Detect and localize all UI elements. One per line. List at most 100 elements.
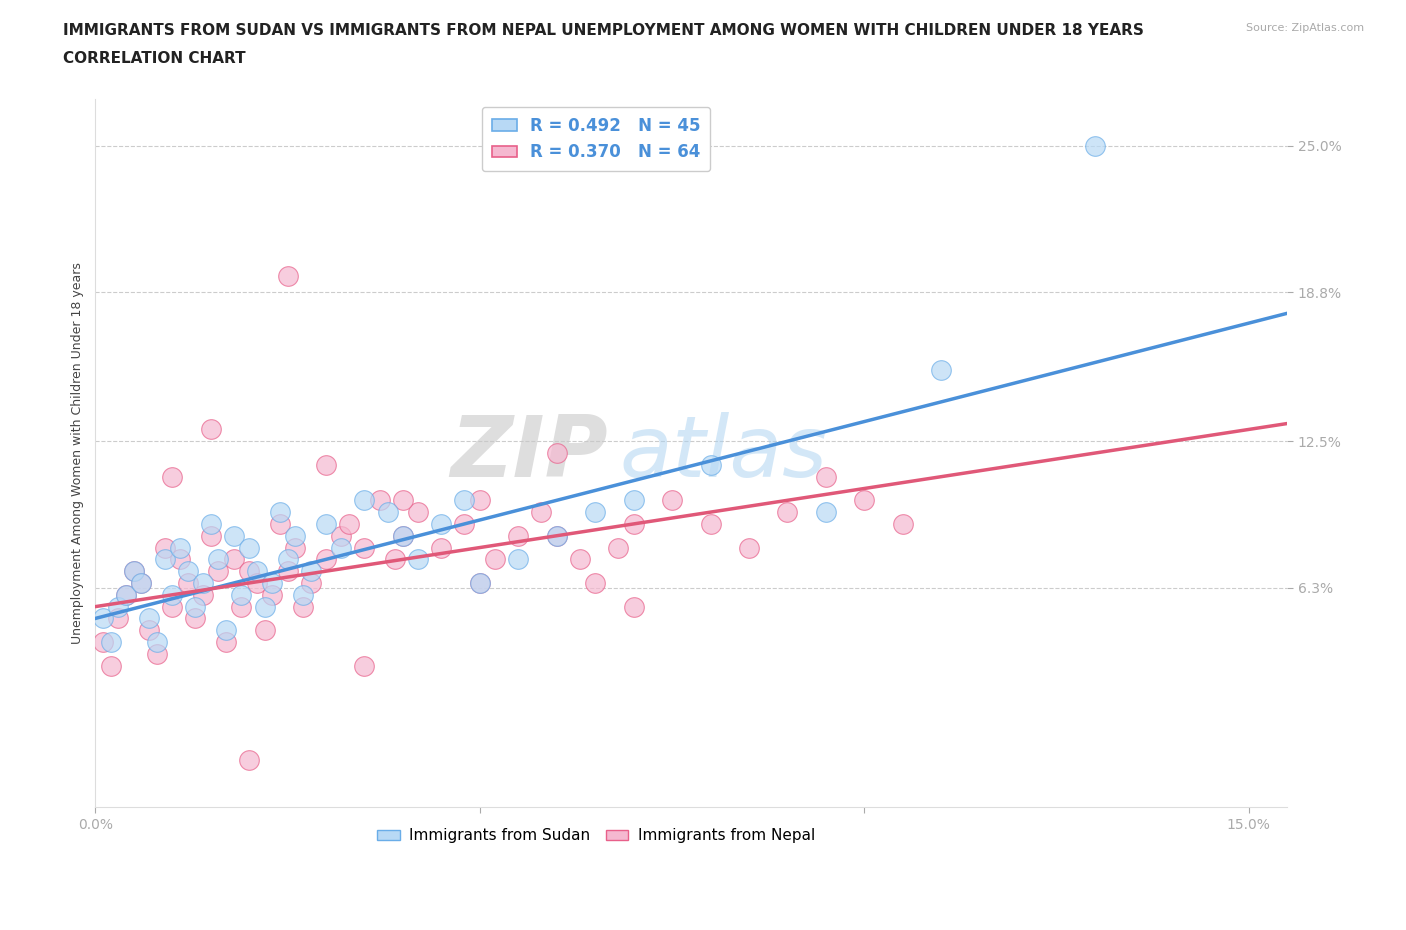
Point <box>284 528 307 543</box>
Point <box>353 493 375 508</box>
Point <box>284 540 307 555</box>
Point <box>330 540 353 555</box>
Text: ZIP: ZIP <box>450 412 607 495</box>
Point <box>291 599 314 614</box>
Point <box>269 516 291 531</box>
Point <box>162 470 184 485</box>
Point <box>408 551 430 566</box>
Point <box>368 493 391 508</box>
Point <box>122 564 145 578</box>
Point <box>200 528 222 543</box>
Point <box>215 623 238 638</box>
Point <box>238 540 260 555</box>
Point <box>453 493 475 508</box>
Point <box>238 564 260 578</box>
Point <box>269 505 291 520</box>
Point <box>169 551 191 566</box>
Point <box>222 528 245 543</box>
Point <box>215 634 238 649</box>
Point <box>253 623 276 638</box>
Point <box>191 576 214 591</box>
Point <box>484 551 506 566</box>
Text: IMMIGRANTS FROM SUDAN VS IMMIGRANTS FROM NEPAL UNEMPLOYMENT AMONG WOMEN WITH CHI: IMMIGRANTS FROM SUDAN VS IMMIGRANTS FROM… <box>63 23 1144 38</box>
Point <box>546 445 568 460</box>
Point <box>583 576 606 591</box>
Text: Source: ZipAtlas.com: Source: ZipAtlas.com <box>1246 23 1364 33</box>
Point <box>299 564 322 578</box>
Point <box>607 540 630 555</box>
Point <box>138 611 160 626</box>
Point <box>337 516 360 531</box>
Point <box>246 576 269 591</box>
Point <box>262 588 284 603</box>
Point <box>100 658 122 673</box>
Point <box>107 611 129 626</box>
Point <box>222 551 245 566</box>
Point <box>146 634 169 649</box>
Point <box>508 551 530 566</box>
Point <box>623 599 645 614</box>
Point <box>408 505 430 520</box>
Point <box>176 576 198 591</box>
Point <box>315 458 337 472</box>
Point <box>814 470 837 485</box>
Point <box>430 540 453 555</box>
Point <box>200 422 222 437</box>
Point <box>246 564 269 578</box>
Point <box>277 551 299 566</box>
Point <box>231 599 253 614</box>
Point <box>546 528 568 543</box>
Point <box>623 493 645 508</box>
Point <box>392 493 415 508</box>
Legend: Immigrants from Sudan, Immigrants from Nepal: Immigrants from Sudan, Immigrants from N… <box>371 822 821 849</box>
Point <box>200 516 222 531</box>
Point <box>392 528 415 543</box>
Point <box>929 363 952 378</box>
Point <box>91 611 114 626</box>
Point <box>115 588 138 603</box>
Point <box>138 623 160 638</box>
Point <box>153 551 176 566</box>
Point <box>207 551 229 566</box>
Point <box>153 540 176 555</box>
Text: atlas: atlas <box>620 412 828 495</box>
Point <box>1084 139 1107 153</box>
Point <box>738 540 761 555</box>
Point <box>699 458 721 472</box>
Point <box>353 540 375 555</box>
Point <box>315 551 337 566</box>
Point <box>699 516 721 531</box>
Point <box>162 599 184 614</box>
Point <box>107 599 129 614</box>
Point <box>162 588 184 603</box>
Point <box>468 493 491 508</box>
Point <box>277 564 299 578</box>
Point <box>353 658 375 673</box>
Point <box>91 634 114 649</box>
Point <box>169 540 191 555</box>
Point <box>253 599 276 614</box>
Point <box>146 646 169 661</box>
Point <box>207 564 229 578</box>
Point <box>776 505 799 520</box>
Point <box>291 588 314 603</box>
Point <box>238 752 260 767</box>
Text: CORRELATION CHART: CORRELATION CHART <box>63 51 246 66</box>
Point <box>530 505 553 520</box>
Point <box>468 576 491 591</box>
Point <box>568 551 591 566</box>
Point <box>277 269 299 284</box>
Point <box>100 634 122 649</box>
Point <box>122 564 145 578</box>
Point <box>623 516 645 531</box>
Point <box>377 505 399 520</box>
Point <box>131 576 153 591</box>
Point <box>315 516 337 531</box>
Point <box>546 528 568 543</box>
Point <box>392 528 415 543</box>
Point <box>468 576 491 591</box>
Point <box>891 516 914 531</box>
Point <box>231 588 253 603</box>
Point <box>508 528 530 543</box>
Point <box>814 505 837 520</box>
